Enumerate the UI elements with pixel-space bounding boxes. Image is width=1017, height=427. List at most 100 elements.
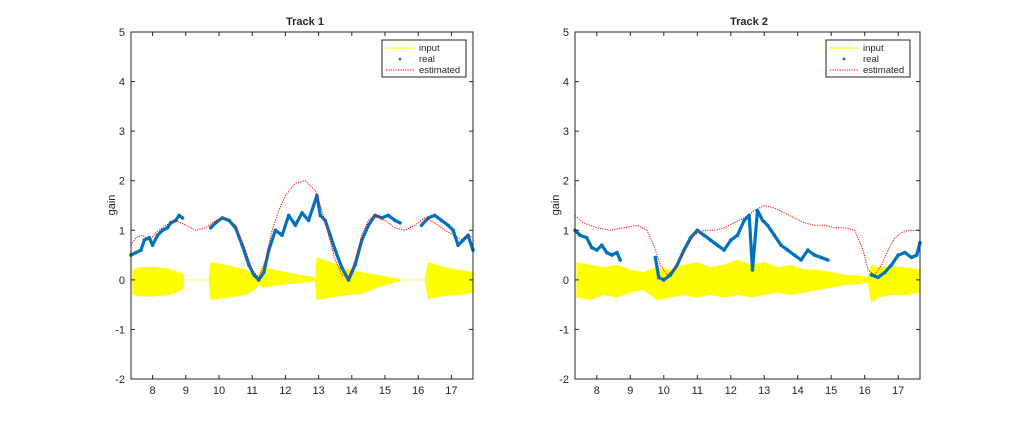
series-estimated-line [574, 204, 920, 276]
plot-frame [130, 31, 474, 380]
series-layer [573, 204, 922, 303]
series-real-point [346, 278, 351, 282]
y-tick-label: -1 [115, 324, 125, 336]
x-tick-label: 13 [312, 385, 324, 397]
series-real-point [318, 213, 323, 218]
series-real-point [461, 238, 465, 242]
series-real-point [273, 228, 278, 233]
chart-track-1: Track 1 gain 8 9 10 11 12 13 14 15 16 17-2-101234… [106, 16, 475, 397]
x-tick-label: 11 [692, 385, 703, 397]
series-real-point [883, 270, 887, 275]
series-real-point [280, 233, 284, 237]
series-real-point [876, 275, 880, 280]
series-real-point [702, 233, 706, 237]
series-real-point [708, 238, 713, 242]
series-real-point [306, 218, 311, 223]
series-real-point [610, 253, 614, 257]
series-real-point [909, 255, 914, 260]
x-tick-label: 14 [346, 385, 358, 397]
y-tick-label: 4 [119, 77, 125, 89]
legend-real-swatch [398, 57, 402, 61]
y-axis-label: gain [550, 195, 562, 216]
series-real-point [799, 258, 803, 262]
series-real-point [177, 213, 181, 218]
series-real-point [286, 213, 291, 218]
series-real-point [668, 273, 673, 277]
series-real-point [896, 253, 900, 257]
series-layer [129, 180, 475, 301]
series-real-point [311, 203, 316, 208]
y-tick-label: 1 [119, 225, 125, 237]
series-real-point [806, 248, 810, 252]
y-tick-label: 0 [119, 275, 125, 287]
series-real-point [914, 253, 919, 257]
series-real-point [293, 223, 298, 228]
series-real-point [760, 218, 765, 223]
y-tick-label: 2 [119, 176, 125, 188]
series-real-point [142, 238, 147, 242]
series-real-point [584, 235, 589, 240]
x-tick-label: 17 [892, 385, 904, 397]
y-tick-label: 3 [119, 126, 125, 138]
series-real-point [262, 270, 266, 275]
legend-estimated-label: estimated [419, 65, 460, 76]
series-real-segment-3 [419, 213, 475, 252]
series-real-point [755, 208, 760, 213]
y-tick-label: 5 [563, 27, 569, 39]
y-axis-label: gain [106, 195, 118, 216]
series-estimated-line [130, 180, 474, 279]
x-tick-label: 10 [658, 385, 670, 397]
legend-real-label: real [863, 54, 879, 65]
series-real-point [785, 248, 790, 252]
x-tick-label: 13 [758, 385, 770, 397]
series-real-point [240, 243, 244, 247]
series-real-point [715, 243, 720, 247]
x-tick-label: 14 [792, 385, 804, 397]
series-real-point [366, 223, 371, 228]
series-real-point [323, 218, 328, 223]
y-tick-label: 1 [563, 225, 569, 237]
series-real-point [735, 233, 740, 237]
y-tick-label: 2 [563, 176, 569, 188]
legend-estimated-label: estimated [863, 65, 904, 76]
series-real-point [456, 243, 460, 247]
x-tick-label: 12 [725, 385, 737, 397]
series-real-point [340, 265, 344, 270]
series-real-segment-1 [573, 228, 622, 262]
series-real-point [722, 248, 726, 252]
chart-track-2: Track 2 gain 8 9 10 11 12 13 14 15 16 17-2-101234… [550, 16, 922, 397]
series-real-point [257, 278, 261, 282]
series-real-point [595, 248, 599, 252]
legend: input real estimated [825, 39, 911, 78]
y-tick-label: 4 [563, 77, 569, 89]
series-real-point [160, 228, 165, 233]
series-real-point [653, 255, 658, 260]
series-real-point [300, 211, 304, 215]
series-real-point [615, 250, 619, 255]
series-real-point [155, 233, 160, 237]
series-real-point [750, 268, 755, 272]
series-real-point [589, 245, 594, 250]
series-real-point [134, 250, 138, 255]
series-real-point [747, 213, 751, 218]
series-real-point [446, 223, 450, 228]
x-tick-label: 11 [246, 385, 257, 397]
series-real-point [618, 258, 622, 262]
legend-real-label: real [419, 54, 435, 65]
series-real-point [433, 213, 437, 218]
series-real-point [213, 221, 218, 225]
x-tick-label: 9 [183, 385, 189, 397]
series-real-point [772, 233, 777, 237]
series-real-point [695, 228, 700, 233]
chart-title: Track 2 [730, 16, 768, 28]
y-tick-label: -1 [559, 324, 569, 336]
series-real-point [729, 238, 733, 242]
legend-box [825, 39, 911, 78]
y-tick-label: -2 [559, 374, 569, 386]
x-tick-label: 17 [445, 385, 457, 397]
series-real-point [765, 223, 770, 228]
legend-input-label: input [419, 43, 440, 54]
series-input-band [132, 257, 474, 301]
